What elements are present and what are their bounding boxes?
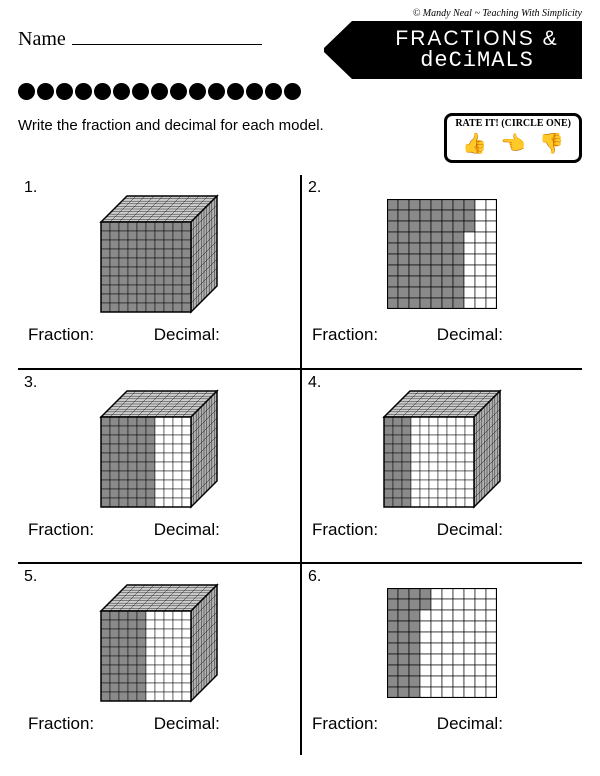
dot-icon	[208, 83, 225, 100]
dot-icon	[56, 83, 73, 100]
model-graphic	[28, 384, 290, 514]
fraction-label: Fraction:	[312, 714, 437, 734]
problem-number: 1.	[24, 179, 37, 197]
dot-icon	[189, 83, 206, 100]
problem-cell: 1. Fraction: Decimal:	[18, 175, 300, 368]
dot-icon	[246, 83, 263, 100]
dot-icon	[75, 83, 92, 100]
dot-icon	[132, 83, 149, 100]
answer-labels: Fraction: Decimal:	[28, 714, 290, 734]
name-area: Name	[18, 21, 352, 51]
name-label: Name	[18, 28, 66, 51]
model-graphic	[28, 578, 290, 708]
header: Name FRACTIONS & deCiMALS	[18, 21, 582, 79]
answer-labels: Fraction: Decimal:	[312, 520, 572, 540]
thumbs-down-icon[interactable]: 👎	[539, 131, 564, 156]
name-input-line[interactable]	[72, 27, 262, 45]
fraction-label: Fraction:	[312, 520, 437, 540]
fraction-label: Fraction:	[28, 714, 154, 734]
rate-it-box: Rate it! (Circle One) 👍 👈 👎	[444, 113, 582, 163]
title-line2: deCiMALS	[382, 48, 572, 73]
problem-cell: 2. Fraction: Decimal:	[300, 175, 582, 368]
dot-icon	[151, 83, 168, 100]
model-graphic	[312, 578, 572, 708]
instruction-row: Write the fraction and decimal for each …	[18, 113, 582, 163]
dot-icon	[227, 83, 244, 100]
decimal-label: Decimal:	[154, 714, 220, 734]
decimal-label: Decimal:	[437, 714, 503, 734]
model-graphic	[312, 384, 572, 514]
answer-labels: Fraction: Decimal:	[28, 520, 290, 540]
thumbs-side-icon[interactable]: 👈	[501, 131, 526, 156]
problem-number: 3.	[24, 374, 37, 392]
model-graphic	[312, 189, 572, 319]
fraction-label: Fraction:	[312, 325, 437, 345]
problems-grid: 1. Fraction: Decimal: 2. Fraction: Decim…	[18, 175, 582, 755]
problem-number: 5.	[24, 568, 37, 586]
model-graphic	[28, 189, 290, 319]
decimal-label: Decimal:	[154, 325, 220, 345]
fraction-label: Fraction:	[28, 520, 154, 540]
thumbs-row: 👍 👈 👎	[455, 131, 571, 156]
problem-number: 6.	[308, 568, 321, 586]
decimal-label: Decimal:	[437, 325, 503, 345]
problem-cell: 5. Fraction: Decimal:	[18, 562, 300, 755]
dots-decoration	[18, 83, 582, 105]
answer-labels: Fraction: Decimal:	[312, 325, 572, 345]
thumbs-up-icon[interactable]: 👍	[462, 131, 487, 156]
rate-title: Rate it! (Circle One)	[455, 118, 571, 129]
problem-number: 2.	[308, 179, 321, 197]
decimal-label: Decimal:	[154, 520, 220, 540]
dot-icon	[265, 83, 282, 100]
dot-icon	[18, 83, 35, 100]
credit-text: © Mandy Neal ~ Teaching With Simplicity	[18, 8, 582, 19]
dot-icon	[94, 83, 111, 100]
problem-cell: 4. Fraction: Decimal:	[300, 368, 582, 561]
problem-cell: 6. Fraction: Decimal:	[300, 562, 582, 755]
title-banner: FRACTIONS & deCiMALS	[352, 21, 582, 79]
dot-icon	[37, 83, 54, 100]
dot-icon	[284, 83, 301, 100]
problem-number: 4.	[308, 374, 321, 392]
problem-cell: 3. Fraction: Decimal:	[18, 368, 300, 561]
fraction-label: Fraction:	[28, 325, 154, 345]
dot-icon	[170, 83, 187, 100]
answer-labels: Fraction: Decimal:	[312, 714, 572, 734]
answer-labels: Fraction: Decimal:	[28, 325, 290, 345]
instructions-text: Write the fraction and decimal for each …	[18, 113, 434, 134]
dot-icon	[113, 83, 130, 100]
decimal-label: Decimal:	[437, 520, 503, 540]
